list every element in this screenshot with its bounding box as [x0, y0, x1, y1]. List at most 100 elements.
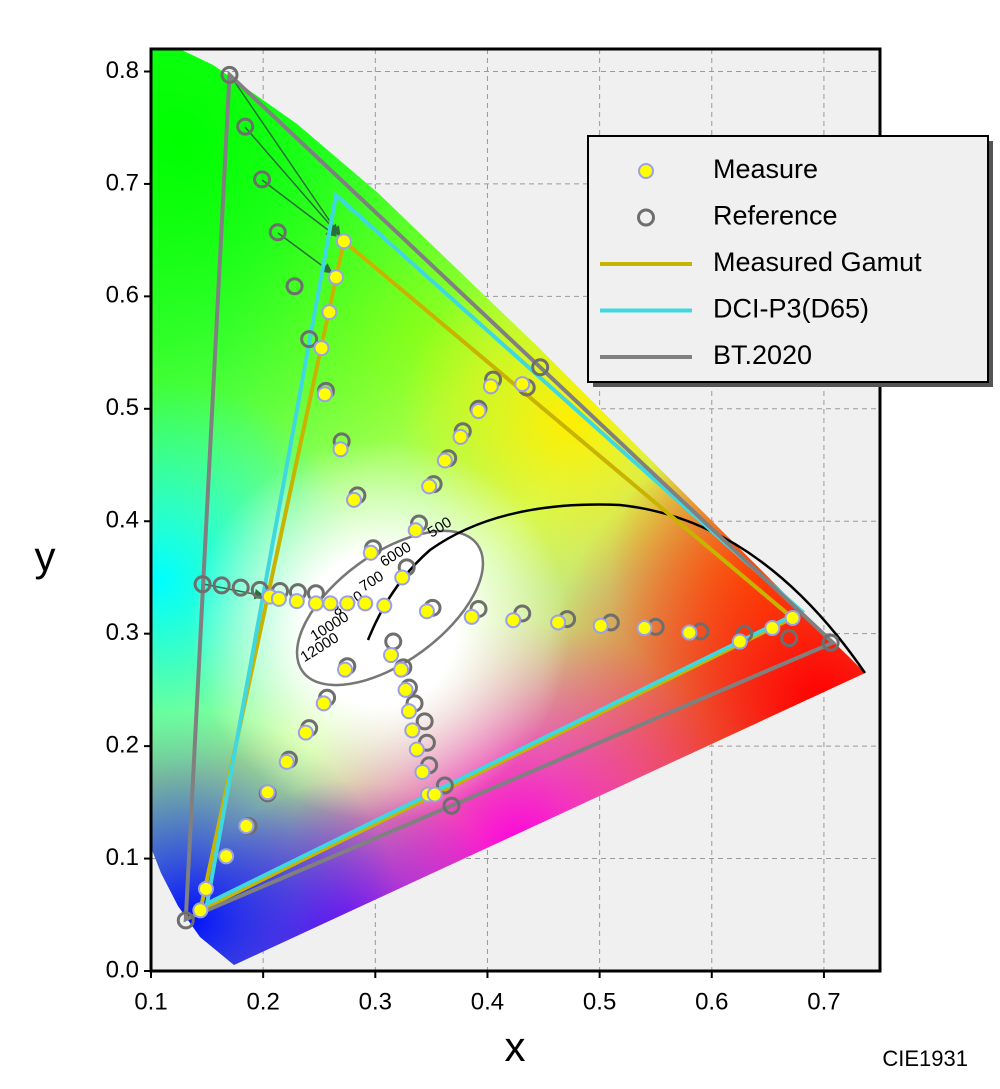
measure-point: [404, 722, 421, 739]
measure-point: [463, 608, 480, 625]
measure-point: [407, 522, 424, 539]
measure-point: [345, 491, 362, 508]
y-tick-label: 0.1: [106, 844, 139, 871]
reference-point: [442, 796, 461, 815]
measure-point: [636, 620, 653, 637]
note: CIE1931: [882, 1046, 968, 1071]
measure-point: [337, 661, 354, 678]
legend-label: BT.2020: [713, 340, 812, 370]
x-tick-label: 0.2: [246, 988, 279, 1015]
y-tick-label: 0.6: [106, 282, 139, 309]
measure-point: [393, 661, 410, 678]
measure-point: [764, 620, 781, 637]
measure-point: [328, 269, 345, 286]
measure-point: [550, 614, 567, 631]
x-tick-label: 0.3: [359, 988, 392, 1015]
measure-point: [400, 703, 417, 720]
legend-marker: [637, 208, 655, 227]
reference-point: [780, 629, 799, 648]
x-tick-label: 0.1: [134, 988, 167, 1015]
x-axis-label: x: [505, 1023, 526, 1070]
reference-point: [253, 170, 272, 189]
measure-point: [376, 597, 393, 614]
measure-point: [335, 233, 352, 250]
y-tick-label: 0.4: [106, 507, 139, 534]
measure-point: [259, 784, 276, 801]
reference-point: [821, 633, 840, 652]
y-axis-label: y: [35, 533, 56, 580]
measure-point: [426, 786, 443, 803]
reference-point: [531, 358, 550, 377]
gamut-line: [197, 237, 797, 914]
measure-point: [316, 386, 333, 403]
legend: Measure Reference Measured Gamut DCI-P3(D65…: [587, 135, 993, 387]
measure-point: [482, 378, 499, 395]
reference-point: [300, 330, 319, 349]
measure-point: [383, 647, 400, 664]
legend-label: Reference: [713, 201, 838, 231]
y-tick-label: 0.3: [106, 619, 139, 646]
measure-point: [514, 376, 531, 393]
measure-point: [731, 633, 748, 650]
reference-point: [193, 575, 212, 594]
measure-point: [418, 603, 435, 620]
reference-point: [176, 911, 195, 930]
measure-point: [452, 428, 469, 445]
measure-point: [315, 695, 332, 712]
reference-point: [268, 223, 287, 242]
measure-point: [592, 617, 609, 634]
measure-point: [470, 403, 487, 420]
measure-point: [197, 880, 214, 897]
measure-point: [238, 817, 255, 834]
measure-point: [414, 763, 431, 780]
reference-point: [435, 776, 454, 795]
reference-point: [212, 576, 231, 595]
reference-point: [236, 117, 255, 136]
measure-point: [681, 624, 698, 641]
measure-point: [192, 902, 209, 919]
measure-point: [297, 724, 314, 741]
legend-label: Measure: [713, 154, 818, 184]
plot-frame: [149, 47, 882, 973]
x-tick-label: 0.4: [471, 988, 504, 1015]
x-tick-label: 0.6: [695, 988, 728, 1015]
measure-point: [362, 544, 379, 561]
reference-point: [285, 277, 304, 296]
measure-point: [505, 612, 522, 629]
reference-point: [220, 65, 239, 84]
measure-point: [784, 609, 801, 626]
reference-point: [231, 578, 250, 597]
measure-point: [322, 595, 339, 612]
x-tick-label: 0.5: [583, 988, 616, 1015]
measure-point: [421, 478, 438, 495]
measure-point: [357, 595, 374, 612]
y-tick-label: 0.7: [106, 169, 139, 196]
arrows: [202, 74, 341, 600]
y-tick-label: 0.0: [106, 956, 139, 983]
legend-box: [587, 135, 989, 383]
measure-point: [339, 595, 356, 612]
legend-label: DCI-P3(D65): [713, 294, 869, 324]
measure-point: [397, 681, 414, 698]
data: [176, 65, 840, 930]
legend-marker: [638, 163, 654, 179]
gamut-line: [204, 191, 806, 908]
measure-point: [321, 304, 338, 321]
reference-point: [415, 712, 434, 731]
measure-point: [218, 848, 235, 865]
measure-point: [408, 741, 425, 758]
x-tick-label: 0.7: [807, 988, 840, 1015]
measure-point: [278, 753, 295, 770]
y-tick-label: 0.5: [106, 394, 139, 421]
measure-point: [270, 590, 287, 607]
gamut-line: [183, 70, 837, 923]
measure-point: [288, 593, 305, 610]
measure-point: [313, 340, 330, 357]
y-tick-label: 0.2: [106, 731, 139, 758]
measure-point: [332, 441, 349, 458]
measure-point: [307, 595, 324, 612]
measure-point: [436, 452, 453, 469]
measure-point: [394, 569, 411, 586]
